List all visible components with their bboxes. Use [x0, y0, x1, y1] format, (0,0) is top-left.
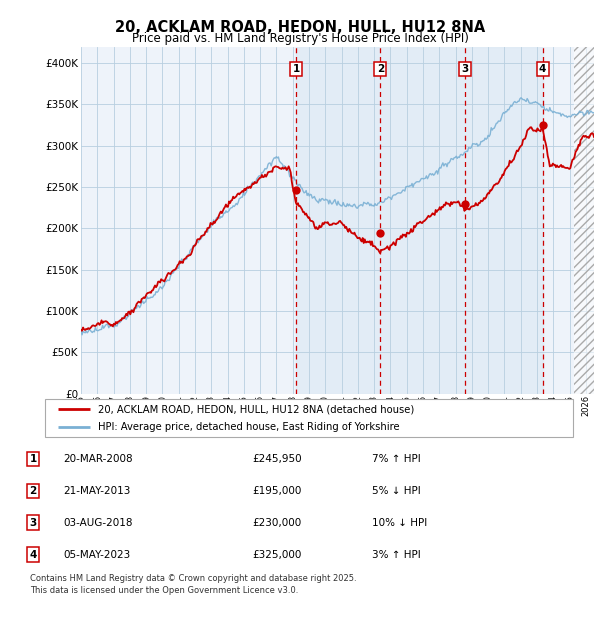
Text: 20, ACKLAM ROAD, HEDON, HULL, HU12 8NA: 20, ACKLAM ROAD, HEDON, HULL, HU12 8NA — [115, 20, 485, 35]
Text: £245,950: £245,950 — [252, 454, 302, 464]
Text: 7% ↑ HPI: 7% ↑ HPI — [372, 454, 421, 464]
Text: 1: 1 — [293, 64, 300, 74]
Text: HPI: Average price, detached house, East Riding of Yorkshire: HPI: Average price, detached house, East… — [98, 422, 400, 433]
Text: 21-MAY-2013: 21-MAY-2013 — [63, 486, 130, 496]
Text: 3: 3 — [461, 64, 469, 74]
Text: 05-MAY-2023: 05-MAY-2023 — [63, 549, 130, 559]
Text: 3% ↑ HPI: 3% ↑ HPI — [372, 549, 421, 559]
Bar — [574, 46, 594, 394]
Text: Contains HM Land Registry data © Crown copyright and database right 2025.
This d: Contains HM Land Registry data © Crown c… — [30, 574, 356, 595]
Text: 2: 2 — [29, 486, 37, 496]
Bar — [574, 46, 594, 394]
Text: 2: 2 — [377, 64, 384, 74]
Text: 20-MAR-2008: 20-MAR-2008 — [63, 454, 133, 464]
Text: 1: 1 — [29, 454, 37, 464]
Bar — [296, 46, 542, 394]
Text: 03-AUG-2018: 03-AUG-2018 — [63, 518, 133, 528]
FancyBboxPatch shape — [45, 399, 573, 437]
Text: £325,000: £325,000 — [252, 549, 301, 559]
Text: 4: 4 — [539, 64, 546, 74]
Text: £230,000: £230,000 — [252, 518, 301, 528]
Text: 5% ↓ HPI: 5% ↓ HPI — [372, 486, 421, 496]
Text: 20, ACKLAM ROAD, HEDON, HULL, HU12 8NA (detached house): 20, ACKLAM ROAD, HEDON, HULL, HU12 8NA (… — [98, 404, 414, 414]
Text: 10% ↓ HPI: 10% ↓ HPI — [372, 518, 427, 528]
Text: 3: 3 — [29, 518, 37, 528]
Text: 4: 4 — [29, 549, 37, 559]
Text: Price paid vs. HM Land Registry's House Price Index (HPI): Price paid vs. HM Land Registry's House … — [131, 32, 469, 45]
Text: £195,000: £195,000 — [252, 486, 301, 496]
